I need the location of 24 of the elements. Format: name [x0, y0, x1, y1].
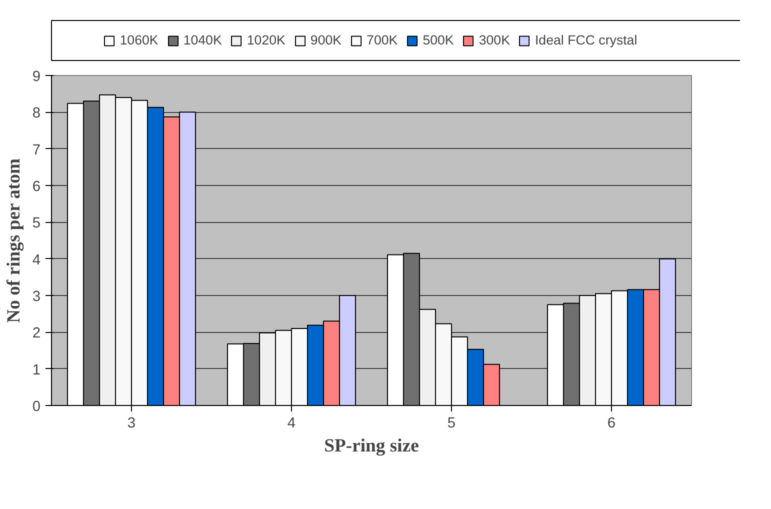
x-tick-label: 6 [607, 416, 616, 432]
y-tick-label: 1 [32, 362, 41, 378]
legend-label: Ideal FCC crystal [534, 32, 638, 48]
legend-label: 1020K [246, 32, 286, 48]
legend-label: 1060K [120, 32, 158, 48]
legend-label: 700K [366, 32, 398, 48]
legend-label: 500K [422, 32, 454, 48]
y-tick-label: 9 [32, 69, 41, 85]
x-axis-title: SP-ring size [324, 436, 419, 456]
x-tick-label: 5 [447, 416, 456, 432]
y-tick-label: 4 [32, 252, 41, 268]
legend-label: 900K [310, 32, 342, 48]
y-tick-label: 0 [32, 399, 41, 415]
legend-label: 1040K [183, 32, 222, 48]
y-tick-label: 6 [32, 179, 41, 195]
y-tick-label: 8 [32, 106, 41, 122]
y-tick-label: 7 [32, 142, 41, 158]
y-tick-label: 5 [32, 216, 41, 232]
legend-label: 300K [478, 32, 510, 48]
y-tick-label: 3 [32, 289, 41, 305]
x-tick-label: 3 [127, 416, 136, 432]
y-axis-title: No of rings per atom [3, 158, 24, 323]
y-tick-label: 2 [32, 326, 41, 342]
x-tick-label: 4 [287, 416, 296, 432]
